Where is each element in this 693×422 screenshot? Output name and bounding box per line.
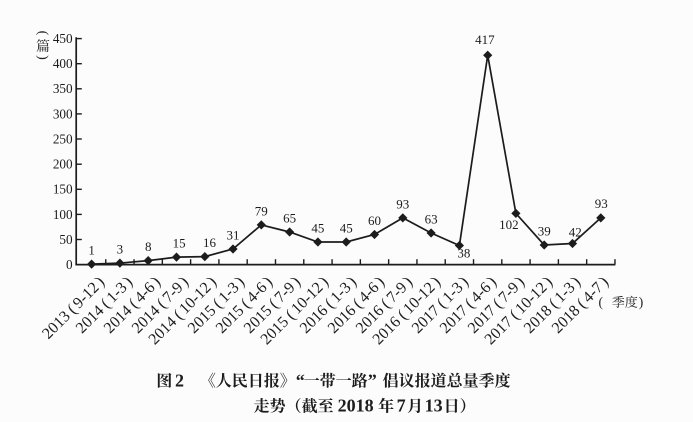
- svg-text:79: 79: [255, 204, 268, 219]
- svg-text:”: ”: [368, 370, 377, 390]
- svg-text:250: 250: [53, 131, 73, 146]
- svg-text:150: 150: [53, 182, 73, 197]
- svg-text:2018: 2018: [338, 396, 374, 416]
- svg-text:417: 417: [475, 32, 495, 47]
- svg-text:100: 100: [53, 207, 73, 222]
- svg-text:“: “: [296, 370, 305, 390]
- svg-text:3: 3: [117, 242, 124, 257]
- svg-text:8: 8: [145, 239, 152, 254]
- svg-text:16: 16: [203, 235, 217, 250]
- svg-text:2: 2: [175, 370, 184, 390]
- svg-text:50: 50: [59, 232, 73, 247]
- svg-text:65: 65: [283, 211, 296, 226]
- svg-text:200: 200: [53, 157, 73, 172]
- svg-text:0: 0: [66, 257, 73, 272]
- svg-text:45: 45: [311, 221, 324, 236]
- svg-text:31: 31: [227, 228, 240, 243]
- svg-text:42: 42: [569, 224, 582, 239]
- svg-text:(: (: [35, 31, 50, 36]
- svg-text:400: 400: [53, 56, 73, 71]
- svg-text:1: 1: [88, 243, 95, 258]
- svg-text:450: 450: [53, 31, 73, 46]
- svg-text:300: 300: [53, 106, 73, 121]
- svg-text:7: 7: [397, 396, 406, 416]
- svg-text:60: 60: [368, 213, 381, 228]
- svg-text:93: 93: [595, 196, 608, 211]
- svg-text:): ): [35, 55, 50, 60]
- svg-text:93: 93: [396, 197, 409, 212]
- svg-text:38: 38: [457, 246, 470, 261]
- svg-text:13: 13: [425, 396, 443, 416]
- svg-text:63: 63: [425, 212, 438, 227]
- svg-text:45: 45: [340, 221, 353, 236]
- svg-text:(: (: [599, 294, 604, 309]
- svg-text:350: 350: [53, 81, 73, 96]
- svg-text:39: 39: [538, 224, 551, 239]
- svg-text:15: 15: [173, 236, 186, 251]
- svg-text:102: 102: [499, 217, 519, 232]
- svg-text:): ): [639, 294, 644, 309]
